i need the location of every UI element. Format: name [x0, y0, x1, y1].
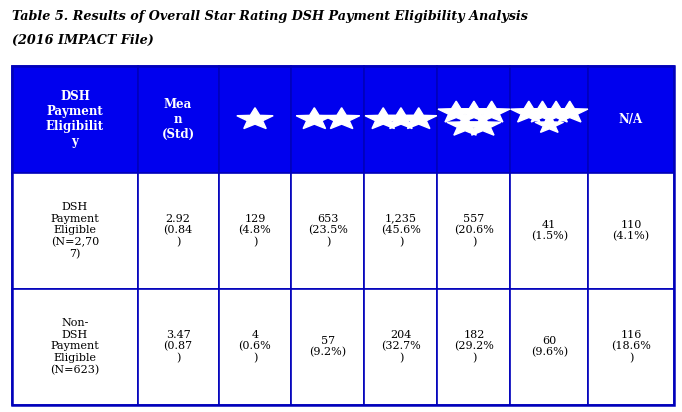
Bar	[364, 288, 437, 405]
Bar	[510, 66, 588, 173]
Bar	[291, 173, 364, 288]
Text: 653
(23.5%
): 653 (23.5% )	[308, 213, 348, 248]
Bar	[291, 66, 364, 173]
Bar	[12, 288, 138, 405]
Text: 182
(29.2%
): 182 (29.2% )	[454, 330, 494, 363]
Polygon shape	[447, 114, 484, 135]
Polygon shape	[464, 114, 501, 135]
Polygon shape	[552, 101, 588, 122]
Text: 129
(4.8%
): 129 (4.8% )	[239, 213, 271, 248]
Bar	[510, 173, 588, 288]
Bar	[218, 66, 291, 173]
Bar	[364, 173, 437, 288]
Text: DSH
Payment
Eligible
(N=2,70
7): DSH Payment Eligible (N=2,70 7)	[50, 202, 100, 259]
Polygon shape	[400, 108, 437, 129]
Text: N/A: N/A	[619, 113, 643, 126]
Bar	[588, 288, 674, 405]
Polygon shape	[535, 116, 563, 132]
Polygon shape	[511, 101, 547, 122]
Text: 3.47
(0.87
): 3.47 (0.87 )	[164, 330, 192, 363]
Bar	[218, 173, 291, 288]
Text: 557
(20.6%
): 557 (20.6% )	[454, 213, 494, 248]
Polygon shape	[237, 108, 273, 129]
Bar	[138, 288, 218, 405]
Text: Mea
n
(Std): Mea n (Std)	[162, 98, 194, 141]
Text: 2.92
(0.84
): 2.92 (0.84 )	[164, 213, 193, 248]
Bar	[218, 288, 291, 405]
Polygon shape	[365, 108, 402, 129]
Text: 57
(9.2%): 57 (9.2%)	[310, 336, 346, 358]
Bar	[437, 66, 510, 173]
Bar	[437, 173, 510, 288]
Text: 60
(9.6%): 60 (9.6%)	[531, 336, 568, 358]
Text: 4
(0.6%
): 4 (0.6% )	[239, 330, 271, 363]
Polygon shape	[456, 101, 492, 122]
Polygon shape	[323, 108, 360, 129]
Text: 1,235
(45.6%
): 1,235 (45.6% )	[381, 213, 421, 248]
Text: Non-
DSH
Payment
Eligible
(N=623): Non- DSH Payment Eligible (N=623)	[50, 318, 100, 375]
Text: 204
(32.7%
): 204 (32.7% )	[381, 330, 421, 363]
Text: Table 5. Results of Overall Star Rating DSH Payment Eligibility Analysis: Table 5. Results of Overall Star Rating …	[12, 10, 528, 23]
Text: (2016 IMPACT File): (2016 IMPACT File)	[12, 34, 154, 47]
Text: 41
(1.5%): 41 (1.5%)	[531, 220, 568, 241]
Text: 116
(18.6%
): 116 (18.6% )	[611, 330, 651, 363]
Polygon shape	[473, 101, 510, 122]
Polygon shape	[383, 108, 419, 129]
Bar	[588, 173, 674, 288]
Text: 110
(4.1%): 110 (4.1%)	[612, 220, 649, 241]
Bar	[12, 66, 674, 405]
Polygon shape	[438, 101, 475, 122]
Polygon shape	[524, 101, 561, 122]
Bar	[437, 288, 510, 405]
Bar	[291, 288, 364, 405]
Bar	[138, 173, 218, 288]
Polygon shape	[538, 101, 574, 122]
Bar	[12, 173, 138, 288]
Bar	[510, 288, 588, 405]
Text: DSH
Payment
Eligibilit
y: DSH Payment Eligibilit y	[46, 90, 104, 148]
Polygon shape	[296, 108, 333, 129]
Bar	[588, 66, 674, 173]
Bar	[138, 66, 218, 173]
Bar	[12, 66, 138, 173]
Bar	[364, 66, 437, 173]
